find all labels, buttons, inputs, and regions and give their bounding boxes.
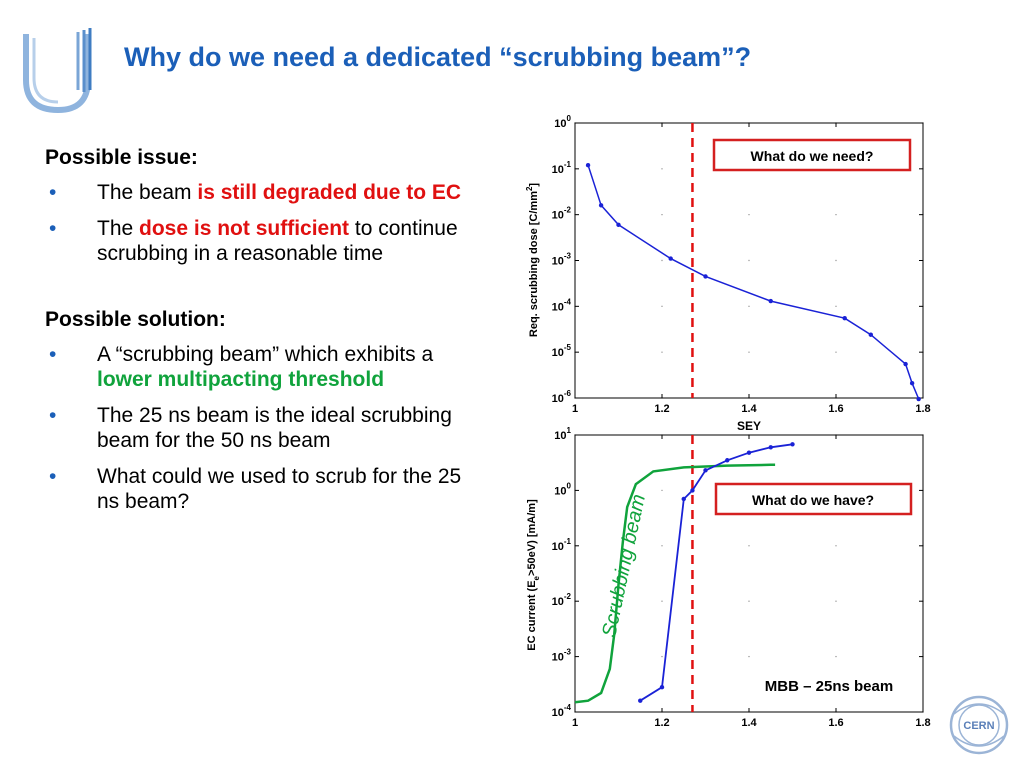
grid-dot	[835, 259, 837, 262]
y-tick-label: 10-1	[552, 160, 572, 176]
grid-dot	[661, 305, 663, 308]
data-point	[746, 450, 752, 455]
y-tick-label: 10-6	[552, 389, 572, 405]
data-point	[659, 685, 665, 690]
x-tick-label: 1.2	[654, 403, 669, 415]
y-tick-label: 10-2	[552, 206, 572, 222]
y-axis-label: Req. scrubbing dose [C/mm2]	[525, 183, 540, 338]
grid-dot	[661, 545, 663, 547]
x-tick-label: 1	[572, 717, 578, 729]
scrubbing-beam-label: Scrubbing beam	[598, 492, 650, 639]
x-tick-label: 1.2	[654, 717, 669, 729]
grid-dot	[748, 600, 750, 602]
data-point	[909, 381, 915, 386]
data-point	[690, 488, 695, 493]
grid-dot	[835, 600, 837, 602]
y-tick-label: 10-4	[552, 297, 572, 313]
annotation-text: What do we need?	[751, 148, 874, 164]
grid-dot	[835, 545, 837, 547]
data-point	[903, 361, 908, 367]
beam-caption: MBB – 25ns beam	[765, 678, 893, 695]
dose-series-line	[587, 164, 920, 400]
x-tick-label: 1.8	[915, 717, 930, 729]
scrubbing-beam-curve	[574, 463, 776, 704]
x-tick-label: 1.4	[741, 403, 757, 415]
grid-dot	[661, 655, 663, 658]
solution-bullet: A “scrubbing beam” which exhibits a lowe…	[45, 342, 475, 392]
solution-bullet: What could we used to scrub for the 25 n…	[45, 464, 475, 514]
data-point	[768, 445, 773, 450]
grid-dot	[748, 655, 750, 658]
university-logo	[23, 28, 92, 114]
issue-list: The beam is still degraded due to EC The…	[45, 180, 475, 266]
data-point	[703, 274, 708, 279]
data-point	[681, 496, 686, 502]
ec-current-chart: 101 100 10-1 10-2 10-3 10-4 1 1.2 1.4 1.6 1.8 EC …	[526, 426, 931, 729]
y-tick-label: 101	[554, 426, 571, 442]
x-tick-label: 1.6	[828, 403, 843, 415]
annotation-text: What do we have?	[752, 492, 874, 508]
slide-title: Why do we need a dedicated “scrubbing be…	[124, 42, 752, 72]
grid-dot	[661, 351, 663, 353]
data-point	[598, 203, 604, 208]
y-tick-label: 10-3	[552, 648, 572, 664]
grid-dot	[661, 213, 663, 216]
y-tick-label: 10-1	[552, 537, 572, 553]
grid-dot	[661, 259, 663, 262]
y-tick-label: 10-2	[552, 592, 572, 608]
annotation-box: What do we need?	[712, 138, 912, 172]
x-axis-label: SEY	[737, 419, 761, 433]
issue-bullet: The beam is still degraded due to EC	[45, 180, 475, 205]
y-tick-label: 10-4	[552, 703, 572, 719]
grid-dot	[835, 351, 837, 353]
x-tick-label: 1.4	[741, 717, 757, 729]
grid-dot	[748, 305, 750, 308]
scrubbing-dose-chart: 100 10-1 10-2 10-3 10-4 10-5 10-6 1 1.2 1.4 1.6 1.…	[525, 114, 931, 433]
y-tick-label: 10-3	[552, 252, 572, 268]
grid-dot	[661, 489, 663, 492]
x-tick-label: 1.6	[828, 717, 843, 729]
y-axis-label: EC current (Ee>50eV) [mA/m]	[526, 499, 541, 651]
data-point	[638, 698, 643, 703]
data-point	[768, 298, 773, 304]
data-point	[790, 442, 795, 447]
grid-dot	[835, 213, 837, 216]
data-point	[585, 163, 591, 168]
grid-dot	[661, 168, 663, 170]
x-tick-label: 1	[572, 403, 578, 415]
grid-dot	[748, 545, 750, 547]
issue-heading: Possible issue:	[45, 146, 198, 169]
grid-dot	[748, 259, 750, 262]
data-point	[868, 332, 873, 337]
solution-heading: Possible solution:	[45, 308, 226, 331]
y-tick-label: 10-5	[552, 343, 572, 359]
data-point	[616, 222, 621, 228]
text-column: Possible issue: The beam is still degrad…	[45, 145, 475, 525]
y-tick-label: 100	[554, 114, 571, 130]
grid-dot	[748, 213, 750, 216]
solution-list: A “scrubbing beam” which exhibits a lowe…	[45, 342, 475, 514]
cern-logo-text: CERN	[963, 720, 994, 732]
grid-dot	[748, 351, 750, 353]
solution-bullet: The 25 ns beam is the ideal scrubbing be…	[45, 403, 475, 453]
y-tick-label: 100	[554, 481, 571, 497]
data-point	[842, 316, 847, 321]
grid-dot	[661, 600, 663, 602]
data-point	[725, 458, 730, 463]
annotation-box: What do we have?	[714, 482, 913, 516]
data-point	[916, 396, 921, 402]
grid-dot	[835, 655, 837, 658]
issue-bullet: The dose is not sufficient to continue s…	[45, 216, 475, 266]
data-point	[668, 256, 673, 261]
cern-logo: CERN	[949, 695, 1009, 755]
grid-dot	[835, 305, 837, 308]
data-point	[703, 468, 708, 473]
x-tick-label: 1.8	[915, 403, 930, 415]
